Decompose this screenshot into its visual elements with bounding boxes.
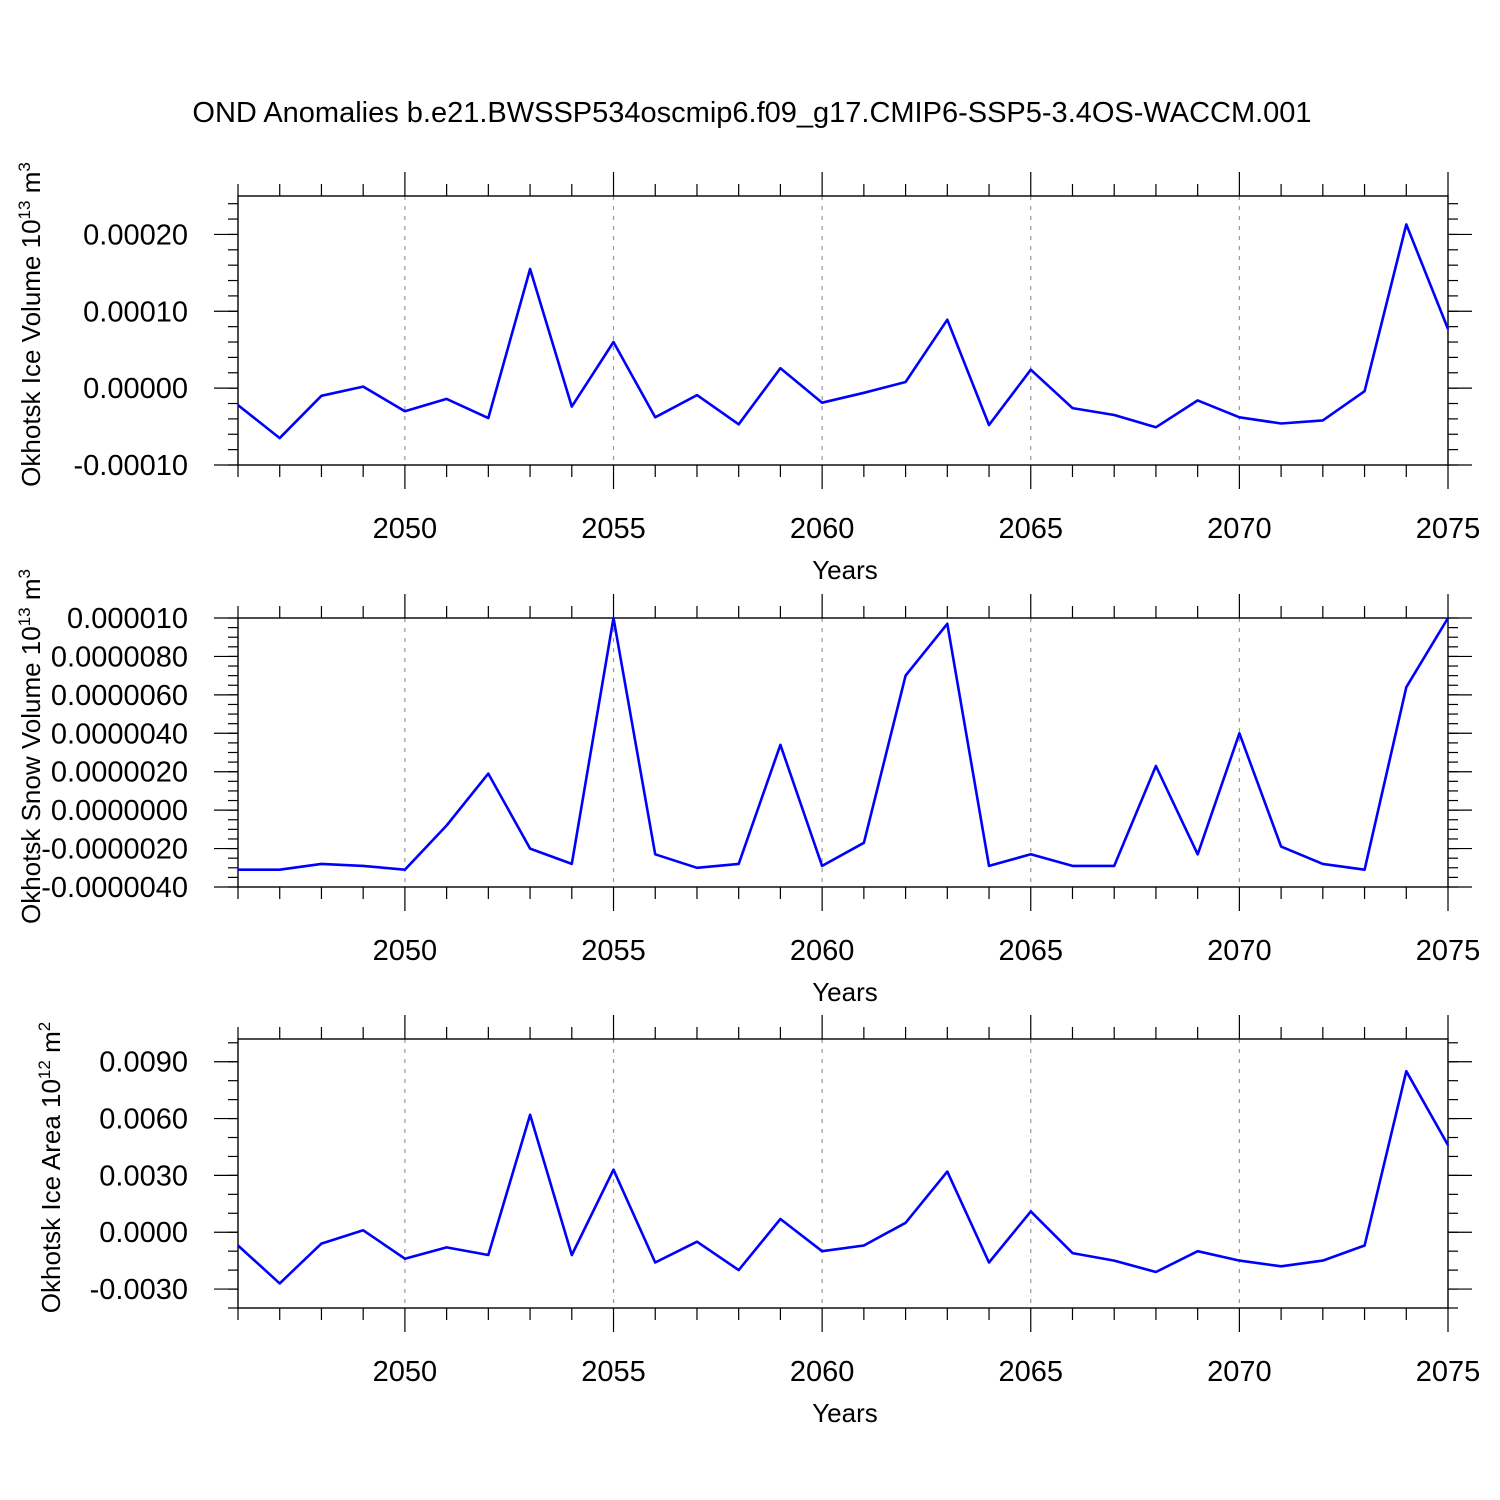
x-tick-label: 2070: [1207, 1356, 1272, 1388]
x-tick-label: 2055: [581, 1356, 646, 1388]
panel-2: -0.0000040 -0.0000020 0.0000000 0.0000020 0.…: [15, 569, 1480, 1007]
y-tick-label: 0.00010: [83, 296, 188, 328]
x-tick-label: 2060: [790, 935, 855, 967]
y-tick-label: 0.000010: [67, 603, 188, 635]
x-tick-label: 2055: [581, 935, 646, 967]
x-tick-label: 2055: [581, 513, 646, 545]
y-tick-label: 0.0000080: [51, 641, 188, 673]
y-tick-label: 0.0030: [99, 1160, 188, 1192]
x-axis-label: Years: [812, 1398, 878, 1428]
y-tick-label: 0.00000: [83, 373, 188, 405]
x-tick-label: 2065: [999, 513, 1064, 545]
y-tick-label: 0.0000060: [51, 680, 188, 712]
x-tick-label: 2060: [790, 1356, 855, 1388]
x-axis-label: Years: [812, 555, 878, 585]
x-tick-label: 2050: [373, 1356, 438, 1388]
plot-frame: [237, 1038, 1449, 1309]
y-tick-label: -0.00010: [74, 450, 189, 482]
y-tick-label: 0.0000: [99, 1217, 188, 1249]
y-axis-label: Okhotsk Snow Volume 1013 m3: [15, 569, 46, 924]
x-tick-label: 2075: [1416, 513, 1481, 545]
x-tick-label: 2065: [999, 935, 1064, 967]
y-tick-label: 0.0060: [99, 1104, 188, 1136]
panel-3: -0.0030 0.0000 0.0030 0.0060 0.0090 2050 2055 2…: [35, 1015, 1480, 1428]
y-axis-label: Okhotsk Ice Volume 1013 m3: [15, 162, 46, 487]
x-tick-label: 2050: [373, 513, 438, 545]
x-axis-label: Years: [812, 977, 878, 1007]
x-tick-label: 2070: [1207, 935, 1272, 967]
plot-frame: [237, 195, 1449, 466]
x-tick-label: 2050: [373, 935, 438, 967]
y-tick-label: 0.0000040: [51, 718, 188, 750]
plot-frame: [237, 617, 1449, 888]
chart-title: OND Anomalies b.e21.BWSSP534oscmip6.f09_…: [192, 97, 1311, 129]
series-line: [237, 1069, 1450, 1285]
x-tick-label: 2065: [999, 1356, 1064, 1388]
panel-1: -0.00010 0.00000 0.00010 0.00020 2050 2055 206…: [15, 162, 1480, 585]
y-tick-label: -0.0000020: [41, 834, 188, 866]
y-axis-label: Okhotsk Ice Area 1012 m2: [35, 1022, 66, 1313]
panels-group: -0.00010 0.00000 0.00010 0.00020 2050 2055 206…: [15, 162, 1480, 1428]
y-tick-label: -0.0030: [90, 1274, 188, 1306]
y-tick-label: 0.0000000: [51, 795, 188, 827]
x-tick-label: 2075: [1416, 935, 1481, 967]
y-tick-label: 0.00020: [83, 219, 188, 251]
y-tick-label: 0.0090: [99, 1047, 188, 1079]
y-tick-label: 0.0000020: [51, 757, 188, 789]
x-tick-label: 2075: [1416, 1356, 1481, 1388]
y-tick-label: -0.0000040: [41, 872, 188, 904]
series-line: [238, 616, 1450, 872]
series-line: [237, 223, 1450, 440]
x-tick-label: 2070: [1207, 513, 1272, 545]
x-tick-label: 2060: [790, 513, 855, 545]
